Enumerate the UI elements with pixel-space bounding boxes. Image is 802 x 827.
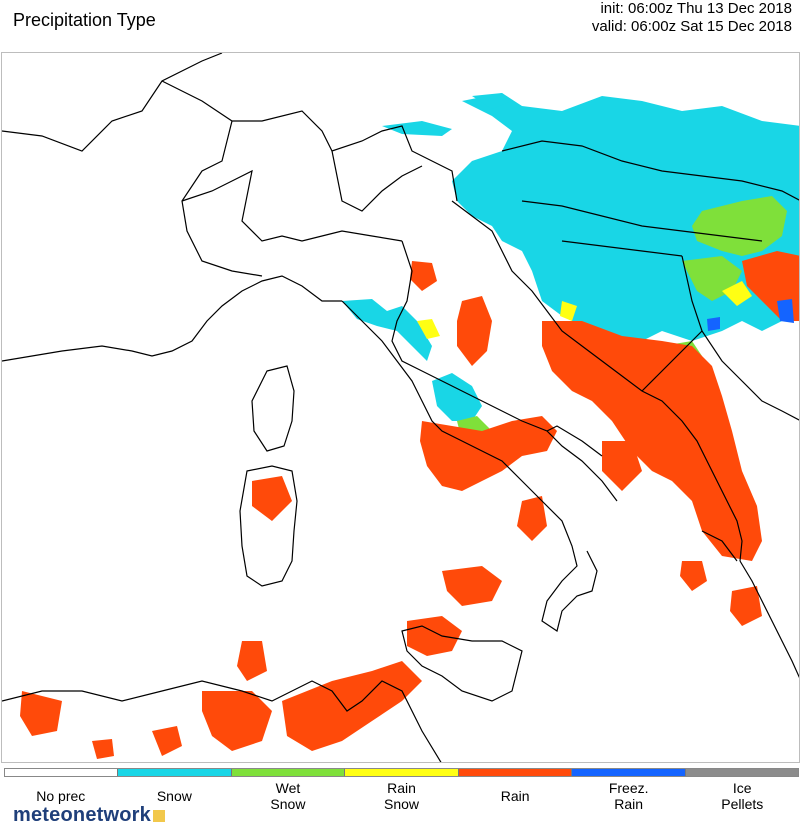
brand-name: meteonetwork <box>13 804 151 826</box>
legend-label: Wet Snow <box>270 780 306 812</box>
legend-swatch-freezing-rain <box>572 769 686 776</box>
legend-label: Rain Snow <box>384 780 420 812</box>
legend-swatch-wet-snow <box>231 769 346 776</box>
legend-swatch-ice-pellets <box>685 769 798 776</box>
legend-labels: No prec Snow Wet Snow Rain Snow Rain Fre… <box>4 779 799 813</box>
brand-logo: meteonetwork <box>13 804 165 827</box>
map-title: Precipitation Type <box>13 10 156 30</box>
freezing-rain-area <box>707 299 794 331</box>
map-svg <box>2 53 799 762</box>
legend-label: Freez. Rain <box>608 780 649 812</box>
legend-label: No prec <box>36 788 86 804</box>
precipitation-map <box>1 52 800 763</box>
legend-colorbar <box>4 768 799 777</box>
legend-label: Snow <box>156 788 192 804</box>
valid-time: valid: 06:00z Sat 15 Dec 2018 <box>591 18 792 35</box>
brand-square-icon <box>153 810 165 822</box>
legend-swatch-no-prec <box>5 769 119 776</box>
legend-label: Ice Pellets <box>721 780 764 812</box>
legend-swatch-rain-snow <box>345 769 459 776</box>
rain-area <box>20 251 799 759</box>
borders <box>2 53 799 762</box>
legend-label: Rain <box>500 788 530 804</box>
forecast-times: init: 06:00z Thu 13 Dec 2018 valid: 06:0… <box>592 0 792 36</box>
legend-swatch-rain <box>458 769 573 776</box>
init-time: init: 06:00z Thu 13 Dec 2018 <box>600 0 792 17</box>
legend-swatch-snow <box>118 769 232 776</box>
